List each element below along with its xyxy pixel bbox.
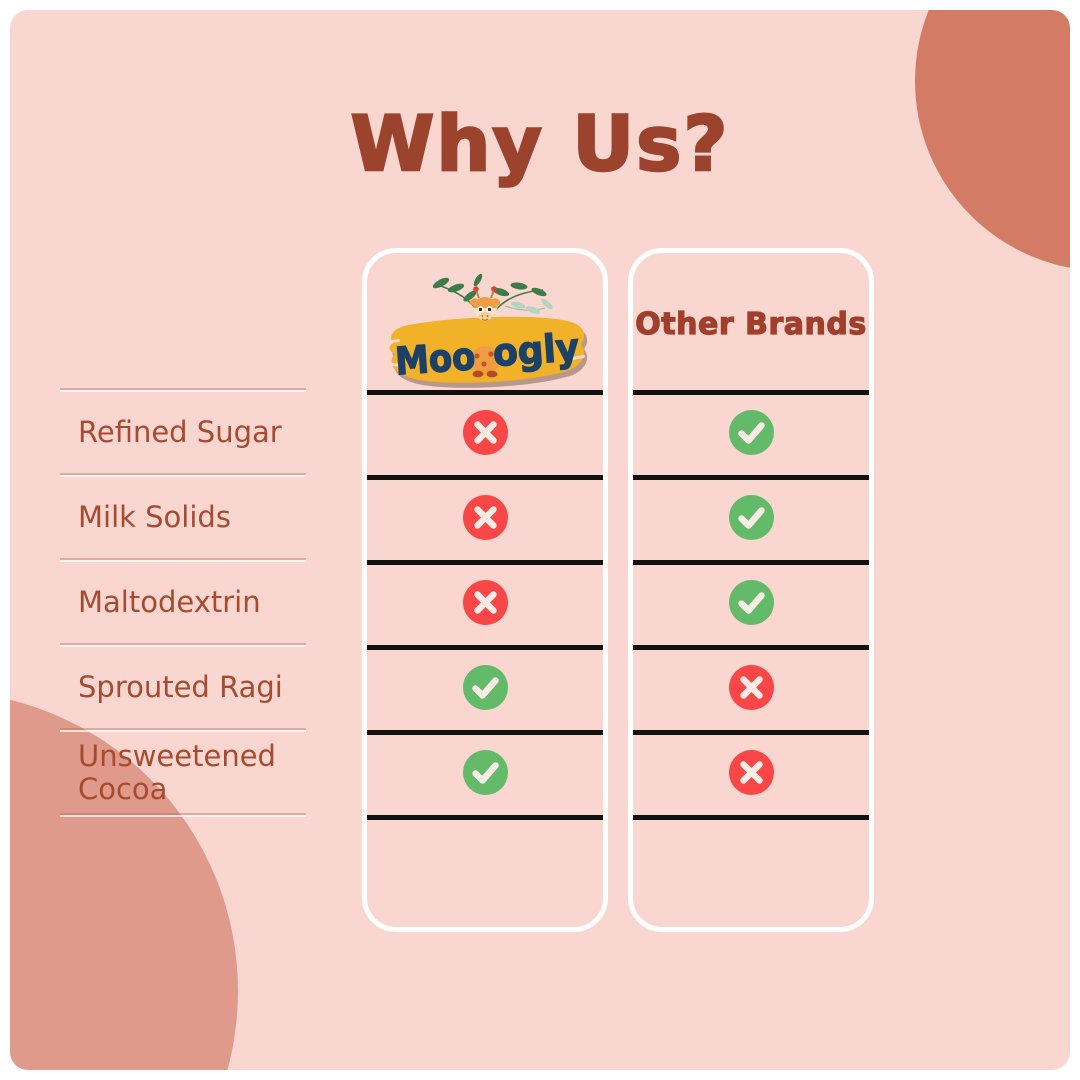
cross-icon <box>462 410 508 455</box>
other-brands-header: Other Brands <box>633 253 869 390</box>
label-separator <box>60 728 306 732</box>
label-separator <box>60 473 306 477</box>
mooogly-header: Moo ogly <box>367 253 603 390</box>
row-divider <box>633 560 869 565</box>
cross-icon <box>728 750 774 795</box>
row-divider <box>633 815 869 820</box>
cross-icon <box>462 580 508 625</box>
row-divider <box>367 815 603 820</box>
cross-icon <box>728 665 774 710</box>
row-divider <box>633 390 869 395</box>
row-divider <box>367 730 603 735</box>
row-divider <box>367 560 603 565</box>
status-cell <box>367 730 603 815</box>
label-separator <box>60 388 306 392</box>
ingredient-labels: Refined Sugar Milk Solids Maltodextrin Spro… <box>60 388 306 822</box>
logo-text-right: ogly <box>492 325 581 375</box>
status-cell <box>633 390 869 475</box>
check-icon <box>728 580 774 625</box>
status-cell <box>633 645 869 730</box>
row-divider <box>367 390 603 395</box>
column-other-brands: Other Brands <box>628 248 874 932</box>
mooogly-logo: Moo ogly <box>385 273 588 388</box>
giraffe-mascot-body <box>470 345 500 374</box>
logo-text-left: Moo <box>394 334 477 383</box>
check-icon <box>728 495 774 540</box>
label-separator <box>60 558 306 562</box>
check-icon <box>728 410 774 455</box>
status-cell <box>367 560 603 645</box>
status-cell <box>633 730 869 815</box>
ingredient-label: Sprouted Ragi <box>78 670 283 705</box>
status-cell <box>633 475 869 560</box>
status-cell <box>367 475 603 560</box>
other-brands-label: Other Brands <box>635 306 867 342</box>
ingredient-label: Unsweetened Cocoa <box>78 739 276 806</box>
label-separator <box>60 813 306 817</box>
check-icon <box>462 665 508 710</box>
column-mooogly: Moo ogly <box>362 248 608 932</box>
cross-icon <box>462 495 508 540</box>
row-divider <box>367 645 603 650</box>
logo-wordmark: Moo ogly <box>393 324 581 384</box>
row-divider <box>633 730 869 735</box>
row-divider <box>633 475 869 480</box>
status-cell <box>367 390 603 475</box>
label-separator <box>60 643 306 647</box>
ingredient-label: Maltodextrin <box>78 585 261 620</box>
row-divider <box>633 645 869 650</box>
status-cell <box>367 645 603 730</box>
check-icon <box>462 750 508 795</box>
status-cell <box>633 560 869 645</box>
page-title: Why Us? <box>349 99 730 188</box>
row-divider <box>367 475 603 480</box>
ingredient-label: Refined Sugar <box>78 415 282 450</box>
giraffe-mascot-head <box>469 285 501 377</box>
background-panel: Why Us? Refined Sugar Milk Solids Maltodex… <box>10 10 1070 1070</box>
ingredient-label: Milk Solids <box>78 500 231 535</box>
